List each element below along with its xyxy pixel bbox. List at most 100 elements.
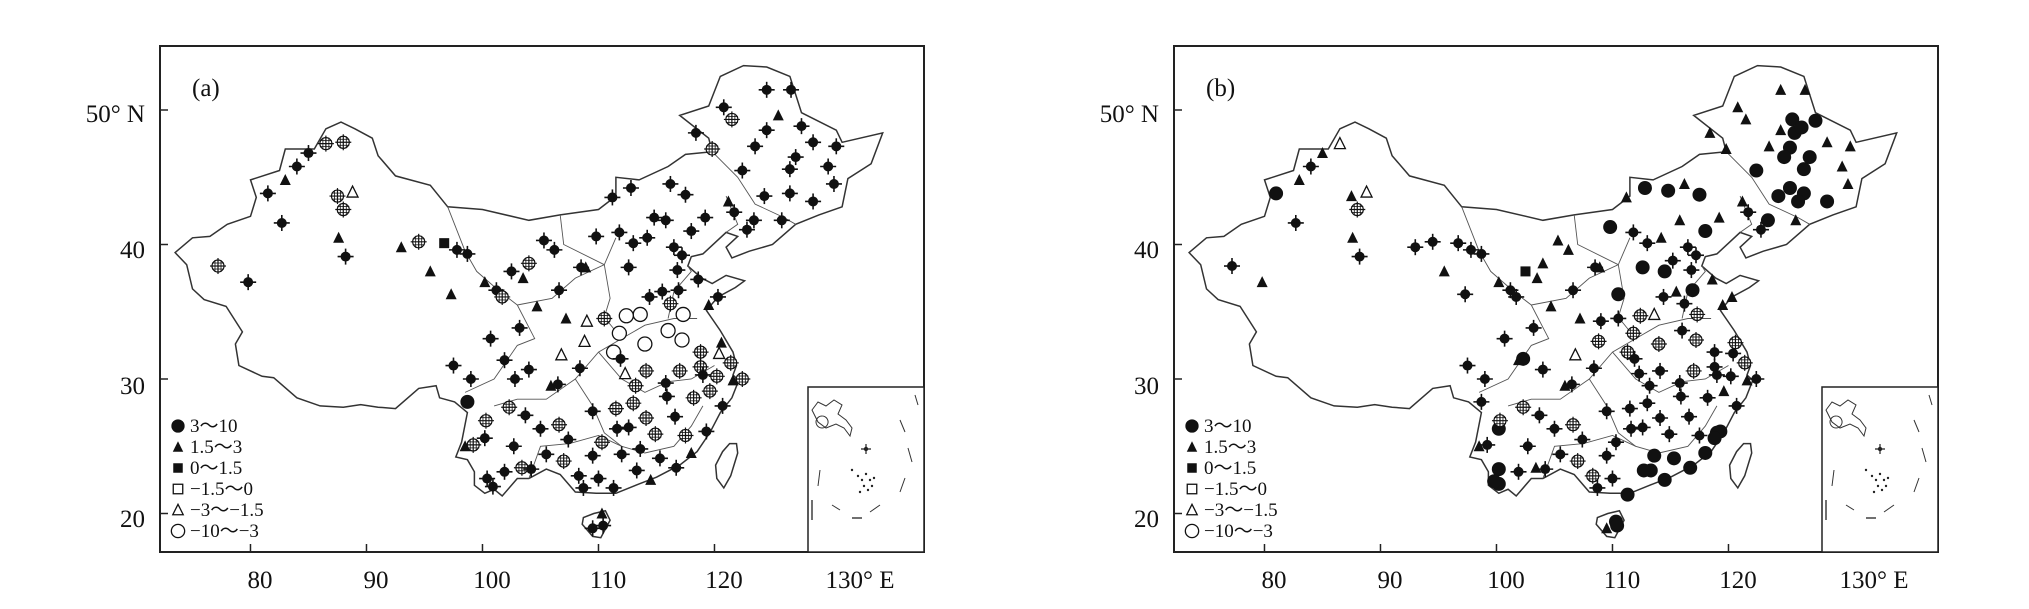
station-filled-circle [1620,487,1635,502]
station-hatched-cross-circle [335,201,352,218]
china-outline-a [174,64,884,498]
station-filled-cross-marker [1688,247,1704,264]
legend-label: −1.5～0 [1204,479,1267,500]
station-hatched-cross-circle [1727,334,1744,351]
station-hatched-cross-circle [335,134,352,151]
station-filled-cross-marker [1450,235,1467,252]
station-filled-triangle [1345,190,1357,202]
station-filled-cross-marker [1534,361,1551,378]
station-filled-cross-marker [665,239,682,256]
station-filled-triangle [645,473,657,485]
station-filled-triangle [1717,299,1729,311]
station-filled-triangle [545,379,557,391]
map-panel-a: (a) 50° N 40 30 20 80 90 100 110 120 130… [0,0,1014,609]
station-filled-circle [1785,112,1800,127]
map-canvas-b [1173,45,1939,553]
station-filled-cross-marker [1598,447,1615,464]
legend-label: 0～1.5 [1204,458,1257,479]
station-open-circle [1184,523,1200,539]
station-filled-cross-marker [1473,393,1490,410]
station-hatched-cross-circle [701,383,718,400]
station-filled-cross-marker [1508,288,1525,305]
station-filled-cross-marker [670,282,687,299]
y-tick-label: 30 [120,373,145,400]
station-filled-cross-marker [505,438,522,455]
station-filled-circle [1777,150,1792,165]
station-filled-triangle [1316,147,1328,159]
station-filled-triangle [424,265,436,277]
station-filled-cross-marker [609,420,626,437]
station-filled-cross-marker [1722,368,1739,385]
station-filled-triangle [279,173,291,185]
taiwan-outline-b [1728,442,1753,490]
station-filled-cross-marker [1351,248,1368,265]
station-filled-cross-marker [1604,470,1621,487]
station-filled-cross-marker [1479,436,1496,453]
station-filled-cross-marker [479,470,496,487]
station-filled-triangle [395,241,407,253]
station-hatched-cross-circle [708,368,725,385]
station-filled-triangle [1347,231,1359,243]
station-filled-cross-marker [1592,313,1609,330]
station-open-triangle [578,333,592,347]
station-hatched-cross-circle [410,233,427,250]
station-filled-cross-marker [651,450,668,467]
station-filled-triangle [1775,124,1787,136]
station-filled-cross-marker [520,361,537,378]
station-filled-triangle [1732,101,1744,113]
station-filled-cross-marker [756,188,773,205]
legend-label: −1.5～0 [190,479,253,500]
station-filled-cross-marker [1552,446,1569,463]
map-canvas-a [159,45,925,553]
station-filled-circle [1760,213,1775,228]
inset-dashed-border [1831,394,1933,513]
station-filled-cross-marker [476,430,493,447]
inset-islet [1884,484,1888,488]
y-tick-label: 20 [120,506,145,533]
station-filled-circle [1603,220,1618,235]
station-filled-cross-marker [612,350,629,367]
station-filled-cross-marker [1683,262,1700,279]
station-filled-cross-marker [674,247,690,264]
station-filled-triangle [445,288,457,300]
station-hatched-cross-circle [692,344,709,361]
x-tick-label: 100 [1487,567,1525,594]
y-tick-label: 40 [120,237,145,264]
station-filled-cross-marker [690,271,707,288]
station-open-circle [675,306,691,323]
station-open-triangle [554,347,568,361]
x-tick-label: 80 [1261,567,1287,594]
station-hatched-cross-circle [607,400,624,417]
legend-label: −10～−3 [190,521,259,542]
station-filled-cross-marker [1699,389,1716,406]
station-filled-cross-marker [1676,295,1693,312]
station-filled-circle [1796,162,1811,177]
station-filled-triangle [1704,126,1716,138]
inset-marker-dot [1877,446,1883,452]
station-hatched-cross-circle [638,410,655,427]
station-filled-cross-marker [259,185,276,202]
station-filled-cross-marker [584,403,601,420]
inset-frame [807,386,925,553]
inset-islet [850,468,854,472]
station-filled-triangle [722,195,734,207]
station-filled-cross-marker [709,288,726,305]
station-filled-cross-marker [571,360,588,377]
station-filled-cross-marker [1661,426,1678,443]
station-filled-triangle [703,299,715,311]
station-filled-cross-marker [668,459,685,476]
inset-islet [856,474,860,478]
station-filled-cross-marker [1574,431,1591,448]
station-filled-triangle [1713,211,1725,223]
station-filled-cross-marker [1740,204,1757,221]
station-filled-cross-marker [523,461,540,478]
inset-islet [1872,490,1876,494]
station-hatched-cross-circle [723,111,740,128]
station-filled-cross-marker [1302,158,1319,175]
station-symbols-a [210,81,845,537]
station-filled-cross-marker [462,371,479,387]
station-filled-cross-marker [1473,245,1490,262]
station-filled-square [1520,266,1531,277]
inset-islet [1878,472,1882,476]
inset-dashed-border [817,394,919,513]
